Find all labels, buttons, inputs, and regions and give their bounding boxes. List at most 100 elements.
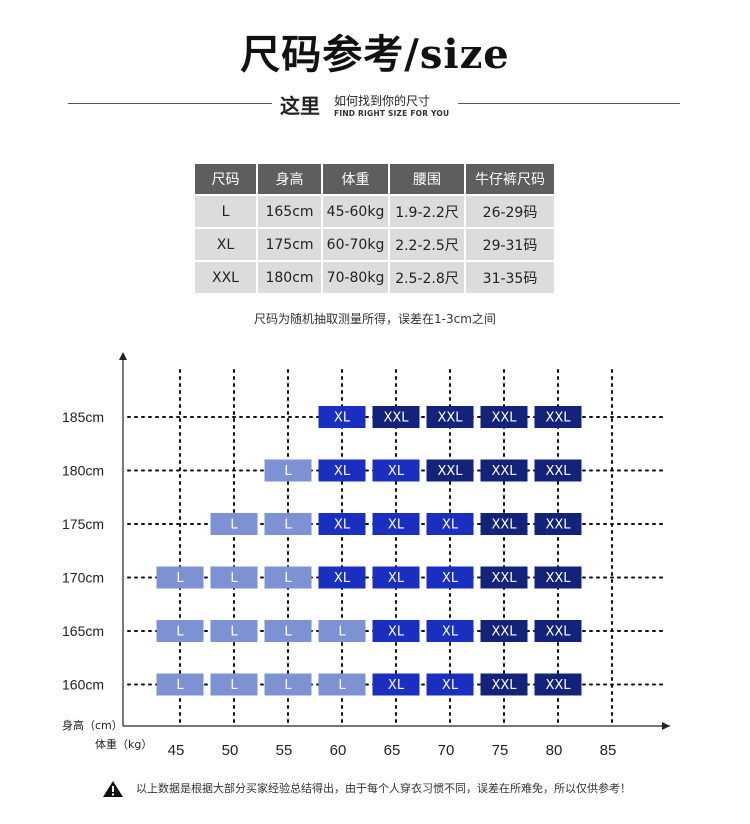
- header-weight: 体重: [323, 164, 388, 194]
- size-cell-xl: [318, 406, 366, 428]
- size-cell-xxl: [534, 406, 582, 428]
- table-cell: 2.5-2.8尺: [390, 262, 464, 293]
- size-cell-l: [264, 620, 312, 642]
- size-cell-xl: [426, 513, 474, 535]
- y-tick-label: 180cm: [62, 463, 104, 479]
- size-cell-l: [264, 513, 312, 535]
- size-table-header: 尺码 身高 体重 腰围 牛仔裤尺码: [195, 164, 554, 194]
- y-tick-label: 165cm: [62, 623, 104, 639]
- size-cell-label: XL: [388, 518, 405, 533]
- table-cell: 2.2-2.5尺: [390, 229, 464, 260]
- size-cell-xxl: [534, 673, 582, 696]
- size-cell-l: [318, 673, 366, 696]
- x-tick-label: 85: [600, 742, 617, 759]
- size-cell-label: XXL: [545, 518, 571, 533]
- size-table: 尺码 身高 体重 腰围 牛仔裤尺码 L 165cm 45-60kg 1.9-2.…: [193, 162, 556, 295]
- x-axis-label: 体重（kg）: [95, 737, 152, 751]
- size-cell-xxl: [534, 566, 582, 589]
- header-size: 尺码: [195, 164, 256, 194]
- size-cell-xxl: [480, 406, 528, 428]
- size-cell-label: XL: [388, 571, 405, 586]
- size-cell-l: [210, 620, 258, 642]
- size-cell-xl: [426, 566, 474, 589]
- y-tick-label: 175cm: [62, 516, 104, 532]
- size-cell-xl: [372, 459, 420, 482]
- x-tick-label: 55: [276, 742, 293, 759]
- size-cell-label: L: [176, 571, 184, 586]
- table-row: XXL 180cm 70-80kg 2.5-2.8尺 31-35码: [195, 262, 554, 293]
- size-cell-xxl: [372, 406, 420, 428]
- size-cell-label: L: [230, 571, 238, 586]
- footer-text: 以上数据是根据大部分买家经验总结得出，由于每个人穿衣习惯不同，误差在所难免，所以…: [136, 782, 631, 795]
- x-tick-label: 50: [222, 742, 239, 759]
- size-cell-l: [210, 513, 258, 535]
- size-cell-label: XXL: [437, 464, 463, 479]
- size-cell-label: XXL: [491, 625, 517, 640]
- header-height: 身高: [258, 164, 321, 194]
- size-cell-xxl: [426, 406, 474, 428]
- size-cell-label: XL: [388, 678, 405, 693]
- size-cell-label: L: [230, 518, 238, 533]
- table-cell: 180cm: [258, 262, 321, 293]
- size-cell-xxl: [534, 513, 582, 535]
- size-cell-label: L: [230, 678, 238, 693]
- size-cell-label: L: [284, 571, 292, 586]
- size-cell-label: XXL: [545, 411, 571, 426]
- size-cell-label: XL: [442, 678, 459, 693]
- size-cell-label: XXL: [491, 678, 517, 693]
- size-cell-label: XL: [334, 464, 351, 479]
- size-cell-label: XXL: [491, 571, 517, 586]
- size-cell-xxl: [480, 620, 528, 642]
- size-cell-l: [210, 566, 258, 589]
- size-cell-label: L: [176, 678, 184, 693]
- size-cell-label: XXL: [491, 518, 517, 533]
- y-axis-arrow: [119, 352, 127, 360]
- size-cell-label: XL: [388, 464, 405, 479]
- size-cell-l: [210, 673, 258, 696]
- header-jeans: 牛仔裤尺码: [466, 164, 554, 194]
- size-cell-label: L: [284, 678, 292, 693]
- size-cell-xxl: [426, 459, 474, 482]
- size-cell-label: XXL: [545, 464, 571, 479]
- size-cell-label: L: [284, 464, 292, 479]
- size-cell-label: XXL: [545, 678, 571, 693]
- page-title: 尺码参考/size: [240, 31, 510, 78]
- size-cell-label: L: [284, 625, 292, 640]
- size-cell-label: XXL: [491, 411, 517, 426]
- size-cell-label: XXL: [545, 571, 571, 586]
- size-cell-xl: [372, 620, 420, 642]
- table-cell: 70-80kg: [323, 262, 388, 293]
- size-cell-label: XL: [442, 518, 459, 533]
- header-waist: 腰围: [390, 164, 464, 194]
- size-cell-l: [264, 566, 312, 589]
- y-tick-label: 170cm: [62, 570, 104, 586]
- size-cell-xxl: [480, 566, 528, 589]
- size-cell-xl: [372, 513, 420, 535]
- size-cell-xxl: [480, 673, 528, 696]
- size-cell-xl: [318, 566, 366, 589]
- size-cell-xxl: [534, 620, 582, 642]
- table-cell: L: [195, 196, 256, 227]
- size-chart: XL XXL XXL XXL XXL L XL XL XXL XXL XXL L L XL XL XL XXL X…: [62, 352, 670, 759]
- size-cell-xxl: [480, 459, 528, 482]
- table-cell: 175cm: [258, 229, 321, 260]
- size-cell-xxl: [480, 513, 528, 535]
- size-cell-label: XXL: [545, 625, 571, 640]
- size-cell-xl: [318, 513, 366, 535]
- size-cell-l: [156, 566, 204, 589]
- y-axis-label: 身高（cm）: [62, 718, 123, 732]
- size-cell-l: [318, 620, 366, 642]
- y-tick-label: 160cm: [62, 677, 104, 693]
- size-cell-label: XL: [442, 571, 459, 586]
- x-tick-label: 80: [546, 742, 563, 759]
- size-cell-l: [156, 673, 204, 696]
- table-row: XL 175cm 60-70kg 2.2-2.5尺 29-31码: [195, 229, 554, 260]
- size-cell-label: XL: [334, 518, 351, 533]
- x-tick-label: 75: [492, 742, 509, 759]
- size-cell-label: L: [230, 625, 238, 640]
- size-cell-xl: [426, 673, 474, 696]
- size-cell-xl: [318, 459, 366, 482]
- divider-left: [68, 103, 272, 104]
- size-cell-label: L: [338, 678, 346, 693]
- size-cell-label: XXL: [491, 464, 517, 479]
